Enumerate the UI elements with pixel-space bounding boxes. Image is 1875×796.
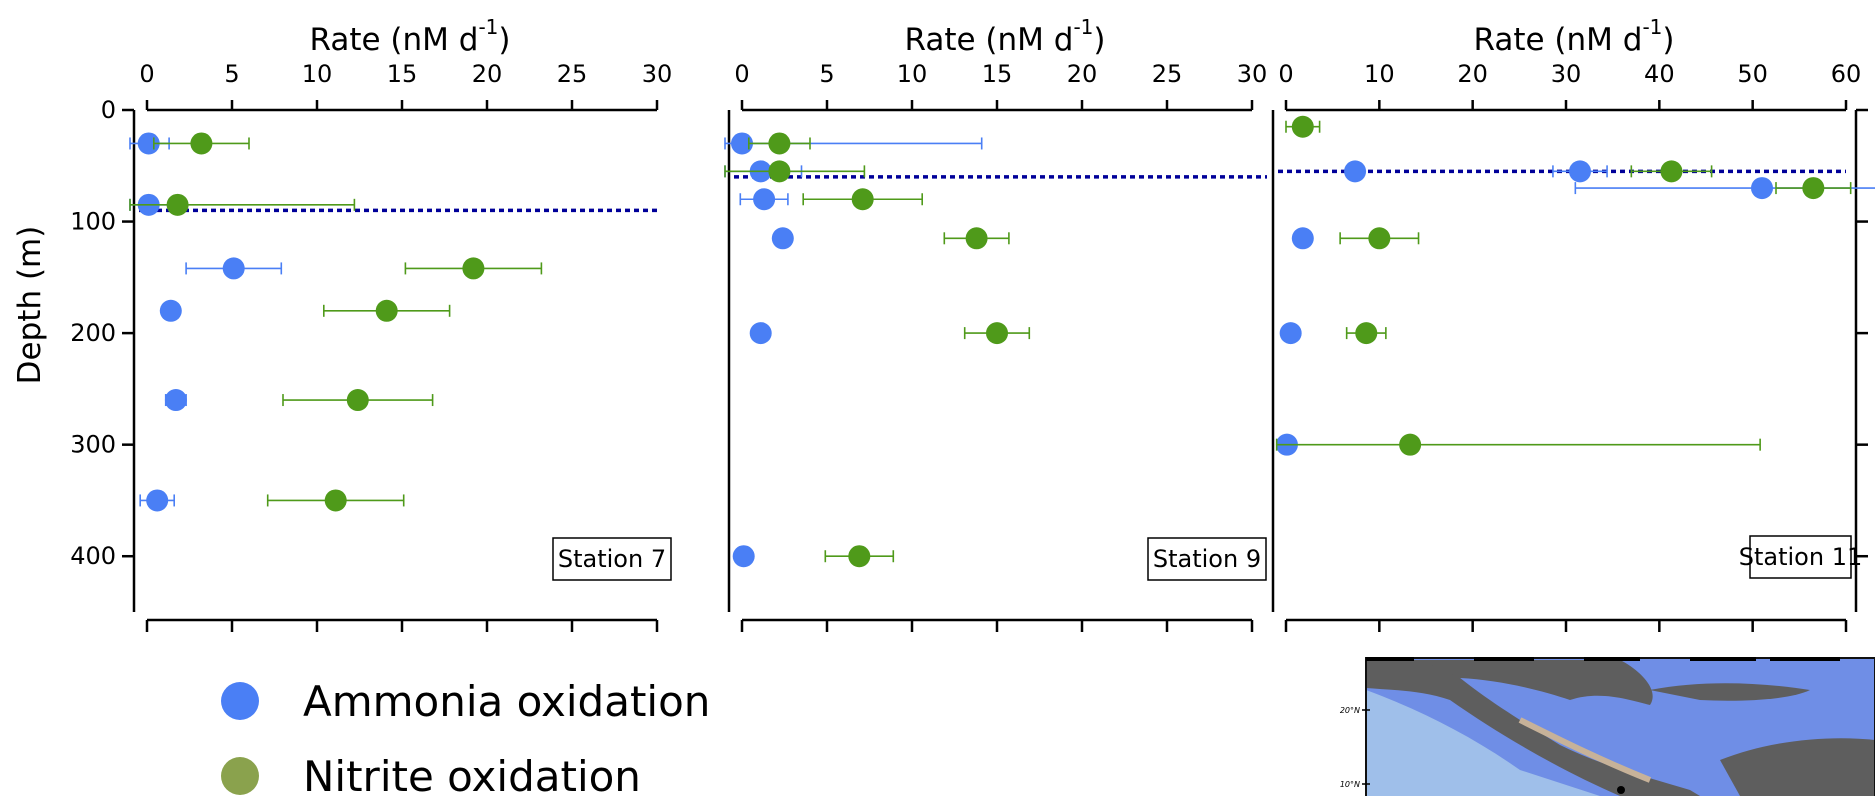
station-label-box [1749, 535, 1852, 579]
x-axis-title: Rate (nM d-1) [1473, 15, 1674, 58]
map-body [1366, 658, 1875, 796]
ammonia-point [753, 188, 776, 211]
station-label: Station 11 [1739, 543, 1863, 571]
ammonia-point [164, 389, 187, 412]
x-axis-title-close: ) [498, 22, 510, 58]
y-tick-label: 400 [70, 542, 116, 570]
ammonia-point [749, 322, 772, 345]
x-tick-label: 25 [1152, 60, 1183, 88]
nitrite-point [986, 322, 1008, 345]
x-tick-label: 30 [1237, 60, 1268, 88]
x-axis-title-close: ) [1093, 22, 1105, 58]
land-north [1420, 660, 1653, 705]
ammonia-point [1279, 322, 1302, 345]
land-central-america [1366, 660, 1700, 796]
nitrite-point [965, 227, 988, 250]
nitrite-point [768, 160, 791, 183]
nitrite-point [848, 545, 871, 568]
x-tick-label: 60 [1831, 60, 1862, 88]
ammonia-point [1344, 160, 1367, 183]
lat-label: 20°N [1340, 706, 1360, 715]
ammonia-point [1751, 177, 1773, 200]
ammonia-point [159, 299, 182, 322]
nitrite-point [1368, 227, 1391, 250]
ammonia-legend-marker [221, 682, 259, 720]
x-tick-label: 10 [897, 60, 928, 88]
station-label-box [1147, 537, 1267, 581]
y-tick-label: 100 [70, 208, 116, 236]
land-caribbean-islands [1650, 683, 1810, 701]
y-tick-label: 0 [101, 96, 116, 124]
ammonia-point [1569, 160, 1591, 183]
nitrite-point [1399, 433, 1422, 456]
x-axis-title-superscript: -1 [1642, 15, 1662, 39]
ammonia-legend-label: Ammonia oxidation [303, 677, 710, 726]
x-axis-title: Rate (nM d-1) [904, 15, 1105, 58]
nitrite-point [768, 132, 791, 155]
y-axis-title: Depth (m) [12, 226, 48, 385]
x-axis-title-main: Rate (nM d [309, 22, 478, 58]
panel-3: 0 10 20 30 40 50 60 Rate (nM d-1) Station 11 [1271, 15, 1875, 632]
x-axis-title: Rate (nM d-1) [309, 15, 510, 58]
x-tick-label: 40 [1644, 60, 1675, 88]
nitrite-point [1291, 115, 1314, 138]
x-tick-label: 5 [819, 60, 834, 88]
x-axis-title-superscript: -1 [478, 15, 498, 39]
station-label-box [552, 537, 672, 581]
x-tick-label: 20 [1457, 60, 1488, 88]
nitrite-point [324, 489, 347, 512]
x-tick-label: 30 [642, 60, 673, 88]
coastline [1518, 717, 1652, 783]
ammonia-point [732, 545, 755, 568]
panel-1: 0 5 10 15 20 25 30 Rate (nM d-1) 0 100 200 300 400 St… [70, 15, 672, 632]
land-south-america [1720, 738, 1875, 796]
nitrite-point [462, 257, 485, 280]
ammonia-point [1291, 227, 1314, 250]
x-axis-title-main: Rate (nM d [904, 22, 1073, 58]
panel-2: 0 5 10 15 20 25 30 Rate (nM d-1) Station 9 [724, 15, 1268, 632]
x-tick-label: 10 [302, 60, 333, 88]
nitrite-legend-label: Nitrite oxidation [303, 752, 641, 796]
nitrite-point [1802, 177, 1825, 200]
shelf-area [1366, 690, 1600, 796]
x-tick-label: 30 [1551, 60, 1582, 88]
x-axis-title-superscript: -1 [1073, 15, 1093, 39]
nitrite-point [190, 132, 213, 155]
x-tick-label: 20 [472, 60, 503, 88]
y-tick-label: 300 [70, 431, 116, 459]
x-tick-label: 50 [1737, 60, 1768, 88]
station-location-marker [1617, 786, 1625, 794]
ammonia-point [146, 489, 169, 512]
x-tick-label: 0 [139, 60, 154, 88]
ammonia-point [222, 257, 245, 280]
chart-legend: Ammonia oxidation Nitrite oxidation [221, 677, 710, 796]
x-tick-label: 10 [1364, 60, 1395, 88]
station-label: Station 7 [558, 545, 666, 573]
nitrite-point [375, 299, 398, 322]
x-tick-label: 15 [387, 60, 418, 88]
location-map-inset: 20°N 10°N [1340, 657, 1875, 796]
nitrite-legend-marker [221, 757, 259, 795]
x-tick-label: 5 [224, 60, 239, 88]
x-tick-label: 20 [1067, 60, 1098, 88]
lat-label: 10°N [1340, 780, 1360, 789]
x-tick-label: 0 [734, 60, 749, 88]
y-tick-label: 200 [70, 319, 116, 347]
nitrite-point [166, 193, 189, 216]
nitrite-point [346, 389, 369, 412]
x-tick-label: 15 [982, 60, 1013, 88]
nitrite-point [851, 188, 874, 211]
x-tick-label: 25 [557, 60, 588, 88]
x-axis-title-main: Rate (nM d [1473, 22, 1642, 58]
x-tick-label: 0 [1278, 60, 1293, 88]
ammonia-point [771, 227, 794, 250]
x-axis-title-close: ) [1662, 22, 1674, 58]
ammonia-point [731, 132, 753, 155]
nitrite-point [1355, 322, 1378, 345]
station-label: Station 9 [1153, 545, 1261, 573]
nitrite-point [1660, 160, 1683, 183]
